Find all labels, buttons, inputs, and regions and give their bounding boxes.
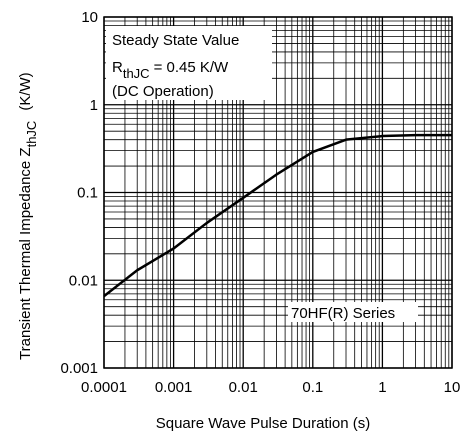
annotation-box — [288, 302, 418, 322]
y-axis-label: Transient Thermal Impedance Z — [17, 147, 34, 360]
x-tick-label: 0.001 — [155, 379, 193, 396]
series-label: 70HF(R) Series — [291, 305, 395, 322]
annotation: = 0.45 K/W — [154, 59, 229, 76]
x-axis-label: Square Wave Pulse Duration (s) — [156, 415, 371, 432]
y-tick-label: 0.1 — [77, 185, 98, 202]
y-tick-label: 0.001 — [60, 360, 98, 377]
annotation: R — [112, 59, 123, 76]
annotation: thJC — [123, 66, 150, 81]
annotation: (DC Operation) — [112, 83, 214, 100]
x-tick-label: 0.01 — [229, 379, 258, 396]
y-axis-label: (K/W) — [17, 72, 34, 110]
x-tick-label: 1 — [378, 379, 386, 396]
data-line — [103, 133, 452, 298]
y-tick-label: 10 — [81, 9, 98, 26]
annotation: RthJC = 0.45 K/W — [112, 59, 229, 81]
y-tick-label: 1 — [90, 97, 98, 114]
x-tick-label: 0.0001 — [81, 379, 127, 396]
y-axis-label: thJC — [24, 121, 39, 148]
annotation-box — [106, 26, 272, 100]
y-tick-label: 0.01 — [69, 272, 98, 289]
x-tick-label: 10 — [444, 379, 461, 396]
annotation: Steady State Value — [112, 32, 239, 49]
y-axis-label: Transient Thermal Impedance ZthJC (K/W) — [17, 72, 39, 360]
x-tick-label: 0.1 — [302, 379, 323, 396]
